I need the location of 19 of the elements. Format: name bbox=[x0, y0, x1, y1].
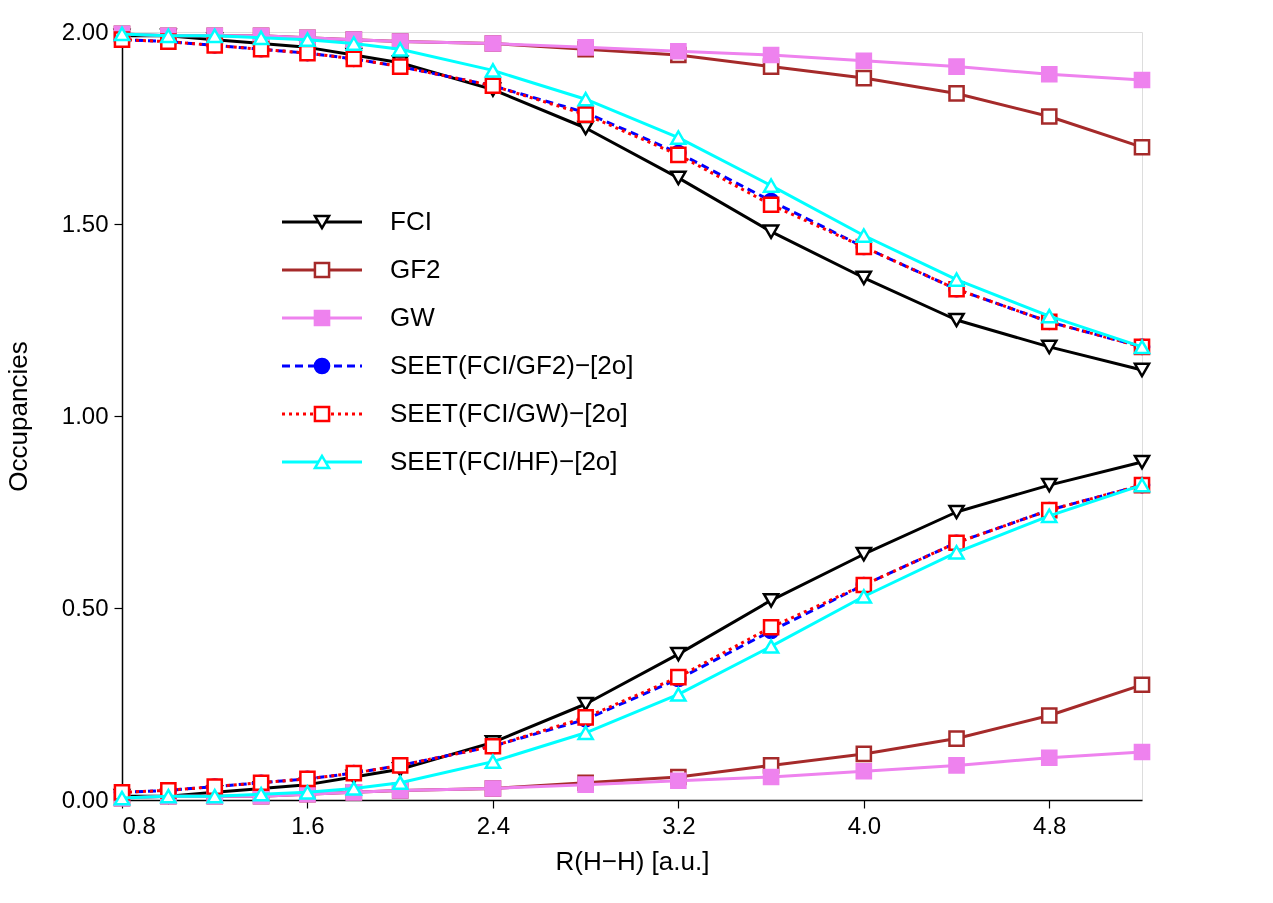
x-tick-label: 3.2 bbox=[662, 811, 696, 839]
y-tick-label: 1.00 bbox=[61, 401, 109, 429]
y-tick-label: 1.50 bbox=[61, 209, 109, 237]
legend-label: GW bbox=[390, 302, 436, 332]
y-tick-label: 2.00 bbox=[61, 17, 109, 45]
x-tick-label: 4.8 bbox=[1033, 811, 1067, 839]
x-tick-label: 2.4 bbox=[476, 811, 511, 839]
y-axis-title: Occupancies bbox=[2, 341, 33, 492]
x-tick-label: 0.8 bbox=[122, 811, 156, 839]
y-tick-label: 0.00 bbox=[61, 785, 109, 813]
legend-label: SEET(FCI/HF)−[2o] bbox=[390, 446, 618, 476]
legend-label: SEET(FCI/GF2)−[2o] bbox=[390, 350, 634, 380]
x-tick-label: 1.6 bbox=[291, 811, 325, 839]
y-tick-label: 0.50 bbox=[61, 593, 109, 621]
legend-label: GF2 bbox=[390, 254, 441, 284]
x-tick-label: 4.0 bbox=[847, 811, 882, 839]
x-axis-title: R(H−H) [a.u.] bbox=[555, 845, 710, 876]
legend-label: FCI bbox=[390, 206, 432, 236]
legend-label: SEET(FCI/GW)−[2o] bbox=[390, 398, 628, 428]
